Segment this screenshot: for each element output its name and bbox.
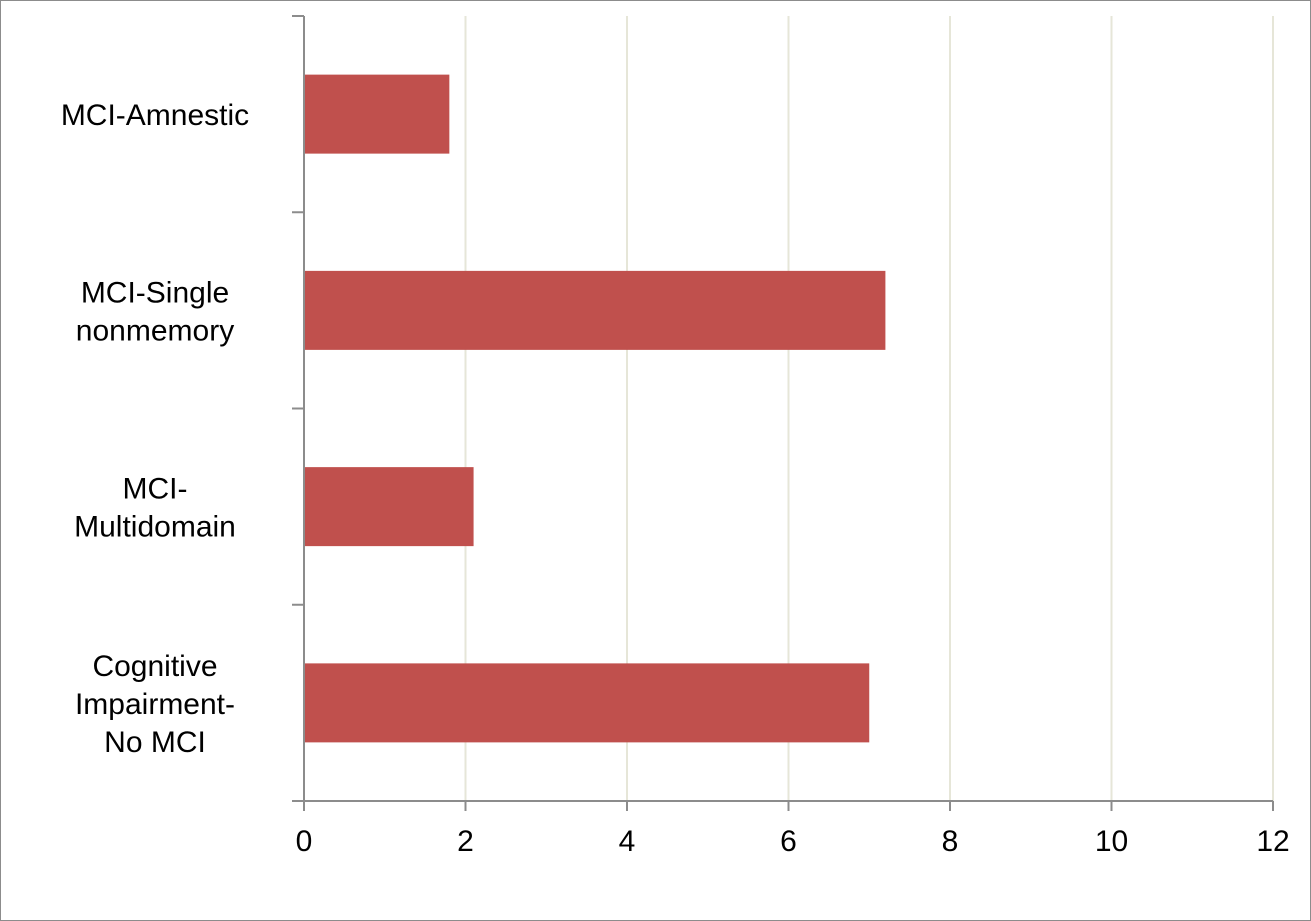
- bar-mci-multidomain: [304, 467, 474, 547]
- bar-cognitive-impairment-no-mci: [304, 663, 870, 743]
- x-tick-label: 8: [942, 825, 959, 858]
- bars: [304, 74, 886, 743]
- category-label: MCI-Single nonmemory: [76, 276, 234, 347]
- x-tick-label: 2: [457, 825, 474, 858]
- axes: [292, 15, 1274, 811]
- x-tick-label: 12: [1256, 825, 1289, 858]
- category-label: MCI-Multidomain: [74, 473, 236, 544]
- x-tick-label: 0: [296, 825, 313, 858]
- x-tick-labels: 0 2 4 6 8 10 12: [296, 825, 1290, 858]
- x-tick-label: 6: [780, 825, 797, 858]
- bar-mci-single-nonmemory: [304, 270, 886, 350]
- category-label: Cognitive Impairment-No MCI: [75, 650, 235, 759]
- category-label: MCI-Amnestic: [61, 99, 249, 132]
- bar-mci-amnestic: [304, 74, 450, 154]
- x-tick-label: 10: [1095, 825, 1128, 858]
- x-tick-label: 4: [619, 825, 636, 858]
- category-labels: MCI-Amnestic MCI-Single nonmemory MCI-Multi…: [61, 99, 249, 759]
